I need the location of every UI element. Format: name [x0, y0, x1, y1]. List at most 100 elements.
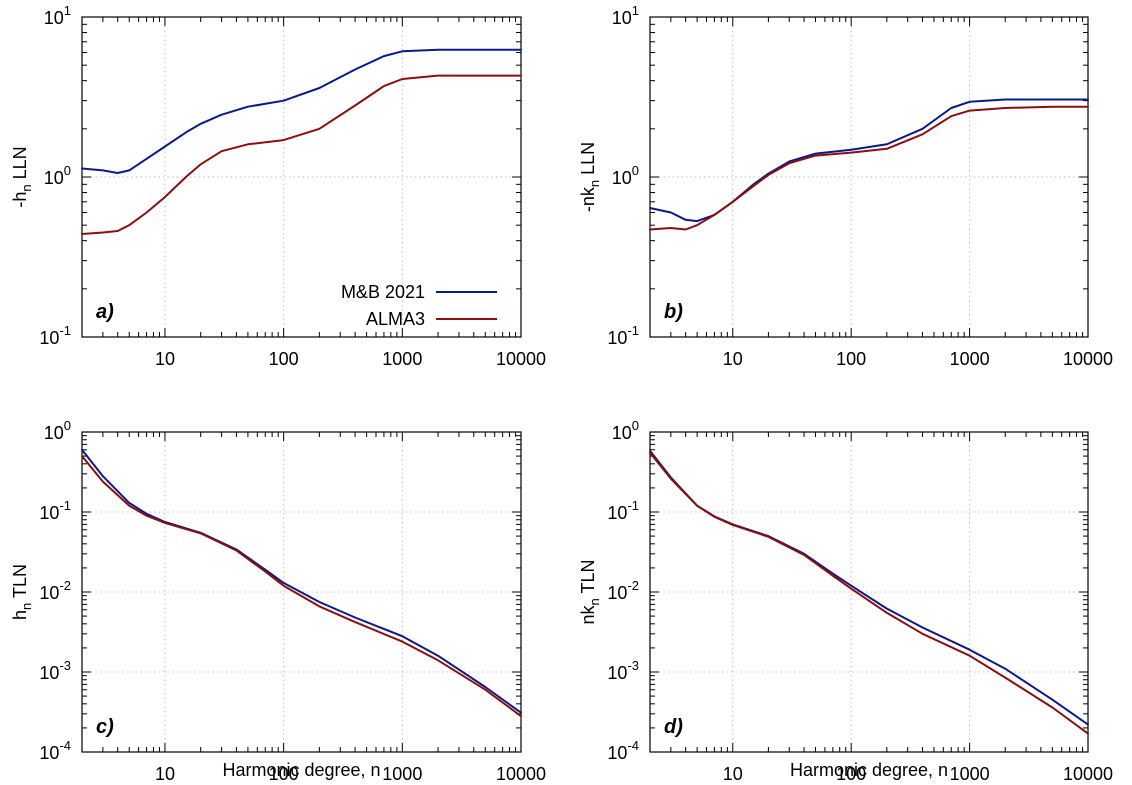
panel-tag: a): [96, 301, 114, 323]
y-tick-base: 10: [39, 583, 59, 603]
x-tick-label: 1000: [950, 349, 990, 369]
y-axis-label: -hn LLN: [10, 146, 34, 207]
y-tick-exponent: -3: [627, 658, 639, 673]
y-tick-base: 10: [39, 328, 59, 348]
y-tick-exponent: -1: [627, 323, 639, 338]
y-tick-base: 10: [607, 663, 627, 683]
y-tick-base: 10: [612, 8, 632, 28]
y-axis-label-subscript: n: [19, 603, 34, 610]
y-tick-label: 10-4: [607, 738, 639, 763]
x-tick-label: 10: [723, 349, 743, 369]
y-tick-base: 10: [612, 168, 632, 188]
y-tick-exponent: -1: [59, 323, 71, 338]
y-axis-label-rest: TLN: [10, 564, 30, 603]
x-tick-label: 100: [836, 349, 866, 369]
y-tick-label: 101: [44, 3, 71, 28]
legend-label: M&B 2021: [341, 282, 425, 302]
y-tick-exponent: -4: [627, 738, 639, 753]
y-axis-label-subscript: n: [587, 180, 602, 187]
plot-frame: [81, 16, 522, 338]
series-line-mb2021: [81, 48, 522, 174]
y-axis-label-main: -nk: [578, 186, 598, 212]
x-tick-label: 1000: [382, 349, 422, 369]
plot-frame: [649, 16, 1089, 338]
series-line-mb2021: [649, 449, 1089, 726]
plot-frame: [649, 431, 1089, 753]
y-tick-base: 10: [607, 328, 627, 348]
y-tick-exponent: 1: [632, 3, 639, 18]
y-tick-base: 10: [44, 8, 64, 28]
axis-ticks: [649, 431, 1089, 753]
panel-tag: c): [96, 716, 114, 738]
y-axis-label: -nkn LLN: [578, 142, 602, 212]
series-line-alma3: [81, 455, 522, 718]
y-tick-label: 10-2: [39, 578, 71, 603]
y-axis-label: nkn TLN: [578, 560, 602, 625]
y-tick-base: 10: [607, 743, 627, 763]
y-axis-label-main: h: [10, 610, 30, 620]
x-tick-label: 10000: [496, 349, 546, 369]
y-tick-base: 10: [39, 663, 59, 683]
x-tick-label: 10000: [496, 764, 546, 784]
axis-ticks: [81, 16, 522, 338]
y-tick-label: 100: [612, 163, 639, 188]
y-tick-exponent: -1: [627, 498, 639, 513]
y-tick-label: 10-1: [607, 323, 639, 348]
y-tick-exponent: -2: [59, 578, 71, 593]
x-tick-label: 100: [269, 764, 299, 784]
panel-tag: b): [664, 301, 683, 323]
axis-ticks: [81, 431, 522, 753]
y-tick-base: 10: [44, 423, 64, 443]
series-line-mb2021: [81, 448, 522, 714]
y-axis-label-subscript: n: [19, 184, 34, 191]
panel-tag: d): [664, 716, 683, 738]
x-tick-label: 10: [155, 764, 175, 784]
y-axis-label-rest: TLN: [578, 560, 598, 599]
y-tick-label: 10-4: [39, 738, 71, 763]
y-tick-exponent: 0: [64, 418, 71, 433]
y-axis-label-subscript: n: [587, 598, 602, 605]
y-tick-exponent: -2: [627, 578, 639, 593]
y-tick-label: 10-3: [39, 658, 71, 683]
legend-label: ALMA3: [366, 309, 425, 329]
plot-frame: [81, 431, 522, 753]
y-tick-label: 100: [44, 418, 71, 443]
x-tick-label: 10000: [1063, 764, 1113, 784]
y-tick-label: 10-1: [607, 498, 639, 523]
y-tick-base: 10: [612, 423, 632, 443]
x-axis-label: Harmonic degree, n: [222, 760, 380, 780]
axis-ticks: [649, 16, 1089, 338]
y-axis-label-main: -h: [10, 192, 30, 208]
y-tick-base: 10: [44, 168, 64, 188]
y-tick-exponent: 0: [64, 163, 71, 178]
legend: M&B 2021 ALMA3: [341, 282, 497, 329]
y-tick-exponent: -1: [59, 498, 71, 513]
y-tick-base: 10: [607, 583, 627, 603]
y-tick-base: 10: [39, 503, 59, 523]
y-tick-label: 100: [44, 163, 71, 188]
y-tick-exponent: 0: [632, 163, 639, 178]
y-tick-base: 10: [39, 743, 59, 763]
y-tick-base: 10: [607, 503, 627, 523]
y-tick-label: 101: [612, 3, 639, 28]
series-line-alma3: [649, 105, 1089, 231]
y-tick-exponent: 0: [632, 418, 639, 433]
y-axis-label-rest: LLN: [578, 142, 598, 180]
y-tick-label: 100: [612, 418, 639, 443]
y-axis-label-rest: LLN: [10, 146, 30, 184]
y-tick-label: 10-1: [39, 498, 71, 523]
series-line-alma3: [649, 451, 1089, 735]
y-tick-label: 10-2: [607, 578, 639, 603]
y-axis-label-main: nk: [578, 604, 598, 624]
y-tick-label: 10-1: [39, 323, 71, 348]
y-tick-label: 10-3: [607, 658, 639, 683]
x-tick-label: 10: [155, 349, 175, 369]
y-tick-exponent: -4: [59, 738, 71, 753]
x-tick-label: 100: [269, 349, 299, 369]
x-tick-label: 10: [723, 764, 743, 784]
